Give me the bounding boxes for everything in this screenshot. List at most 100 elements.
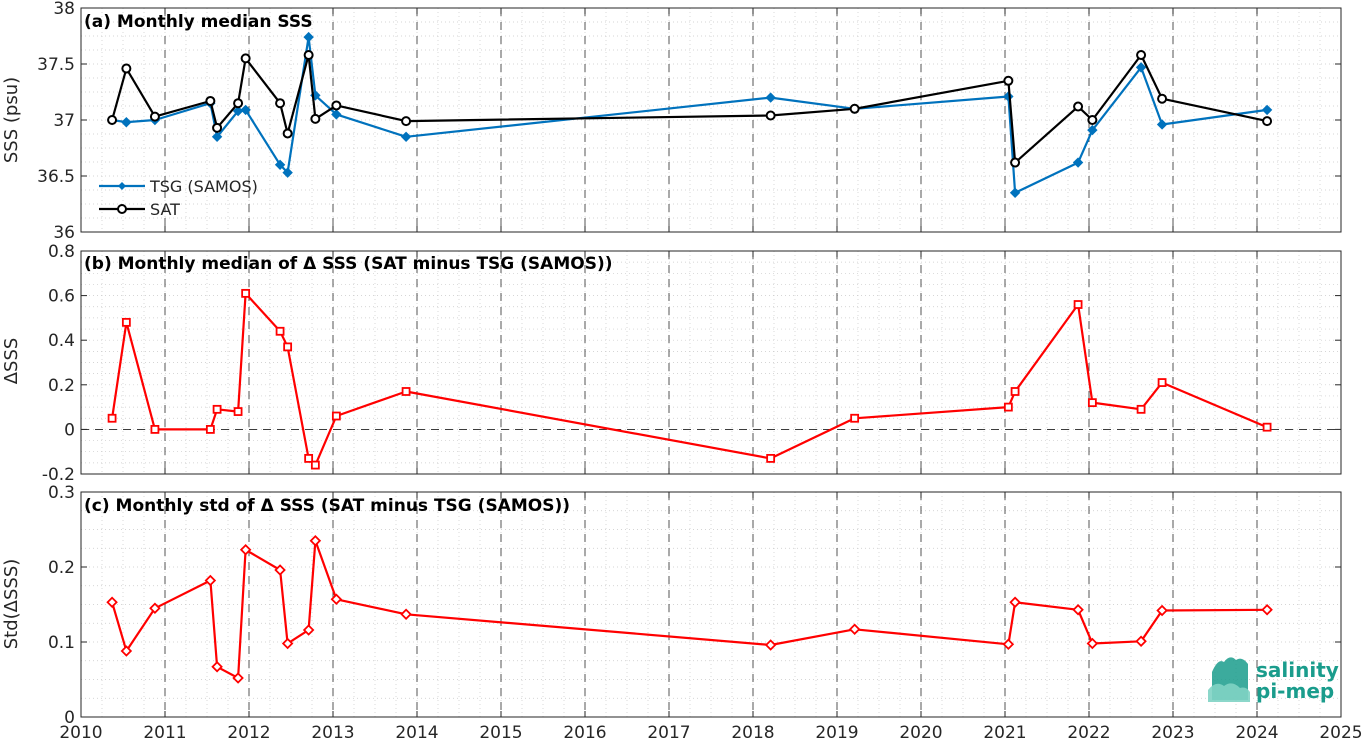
y-tick-label: 36.5 [37, 167, 75, 187]
series-0-point [274, 564, 286, 576]
tsg-samos--point [331, 109, 342, 120]
tsg-samos--point [303, 31, 314, 43]
series-0-point [1135, 635, 1147, 648]
y-tick-label: 0.8 [48, 242, 75, 262]
sat-point [310, 113, 321, 124]
series-0-point [1087, 398, 1097, 408]
panel-c-ylabel: Std(ΔSSS) [1, 559, 22, 650]
panel-a: 36 36.5 37 37.5 38 [37, 0, 1342, 243]
x-tick-label: 2020 [899, 723, 942, 743]
series-0-point [281, 637, 294, 650]
panel-c: 0 0.1 0.2 0.3 2010 2011 2012 2013 2014 2015 2016 20… [48, 483, 1363, 743]
sat-point [1262, 116, 1273, 127]
tsg-samos--point [211, 131, 223, 143]
tsg-samos--point [1135, 62, 1147, 73]
panel-a-ylabel: SSS (psu) [1, 77, 22, 163]
series-0-point [232, 672, 244, 684]
sat-point [1003, 75, 1014, 86]
tsg-samos--point [1009, 187, 1021, 199]
series-0-point [283, 342, 293, 352]
panel-a-title: (a) Monthly median SSS [84, 12, 313, 32]
x-tick-label: 2022 [1067, 723, 1110, 743]
sat-point [121, 63, 132, 74]
y-tick-label: 38 [53, 0, 75, 19]
x-tick-label: 2013 [311, 723, 354, 743]
tsg-samos--point [1072, 157, 1084, 168]
sat-point [149, 111, 160, 122]
x-tick-label: 2019 [815, 723, 858, 743]
series-0-point [149, 602, 161, 615]
sat-point [401, 116, 412, 127]
series-0-point [1072, 603, 1084, 616]
series-0-point [310, 460, 320, 470]
series-0-point [1261, 603, 1273, 616]
logo-line2: pi-mep [1256, 679, 1334, 703]
series-0-point [1136, 404, 1146, 414]
series-0-point [331, 411, 341, 421]
series-0-point [107, 413, 117, 423]
sat-point [233, 98, 244, 109]
series-0-point [302, 624, 315, 636]
sat-point [331, 100, 342, 111]
series-0-point [150, 424, 160, 434]
series-0-point [1157, 378, 1167, 387]
x-tick-label: 2021 [983, 723, 1026, 743]
series-0-point [241, 288, 251, 298]
tsg-samos--point [1156, 119, 1168, 130]
series-0-point [766, 453, 776, 463]
x-tick-label: 2023 [1151, 723, 1194, 743]
tsg-samos--point [121, 117, 132, 128]
tsg-samos--point [240, 104, 251, 116]
tsg-samos--point [400, 131, 412, 143]
series-0-point [848, 623, 861, 636]
sat-point [1073, 101, 1084, 112]
sat-point [1087, 115, 1098, 125]
panel-b-title: (b) Monthly median of Δ SSS (SAT minus T… [84, 254, 613, 274]
series-0-point [1003, 402, 1013, 412]
series-0-point [121, 317, 131, 327]
x-tick-label: 2018 [731, 723, 774, 743]
sat-point [205, 95, 216, 106]
x-tick-label: 2025 [1319, 723, 1362, 743]
y-tick-label: 0.3 [48, 483, 75, 503]
x-tick-label: 2012 [227, 723, 270, 743]
y-tick-label: 36 [53, 223, 75, 243]
y-tick-label: 0.4 [48, 331, 75, 351]
x-tick-label: 2014 [395, 723, 438, 743]
sat-point [1157, 93, 1168, 104]
sat-point [240, 53, 251, 64]
sat-point [107, 115, 118, 125]
series-0-point [401, 387, 411, 396]
series-0-point [850, 413, 860, 423]
x-tick-label: 2017 [647, 723, 690, 743]
legend: TSG (SAMOS) SAT [99, 177, 258, 219]
y-tick-label: 37.5 [37, 55, 75, 75]
tsg-samos--point [1087, 124, 1098, 136]
series-0-point [204, 574, 217, 587]
sat-point [1136, 50, 1147, 61]
tsg-samos--point [1261, 104, 1273, 116]
y-tick-label: 0.2 [48, 558, 75, 578]
series-0-line [111, 292, 1268, 467]
series-0-point [1002, 638, 1015, 651]
y-tick-label: 0.2 [48, 376, 75, 396]
series-0-point [275, 326, 285, 336]
y-tick-label: 0 [64, 420, 75, 440]
series-0-point [120, 645, 133, 657]
sat-point [1010, 157, 1021, 168]
series-0-point [212, 404, 222, 414]
series-0-point [1156, 604, 1168, 617]
legend-sat-label: SAT [150, 200, 180, 219]
legend-sat-marker [117, 204, 127, 214]
axes-box [80, 491, 1342, 718]
x-tick-label: 2011 [143, 723, 186, 743]
axes-box [80, 250, 1342, 475]
series-0-point [1086, 637, 1099, 650]
series-0-point [1262, 422, 1272, 432]
series-0-point [1009, 596, 1021, 609]
salinity-pi-mep-logo: salinity pi-mep [1208, 657, 1339, 703]
sat-point [212, 122, 223, 133]
y-tick-label: 0.1 [48, 633, 75, 653]
logo-wave-light-icon [1208, 683, 1250, 702]
y-tick-label: 37 [53, 111, 75, 131]
